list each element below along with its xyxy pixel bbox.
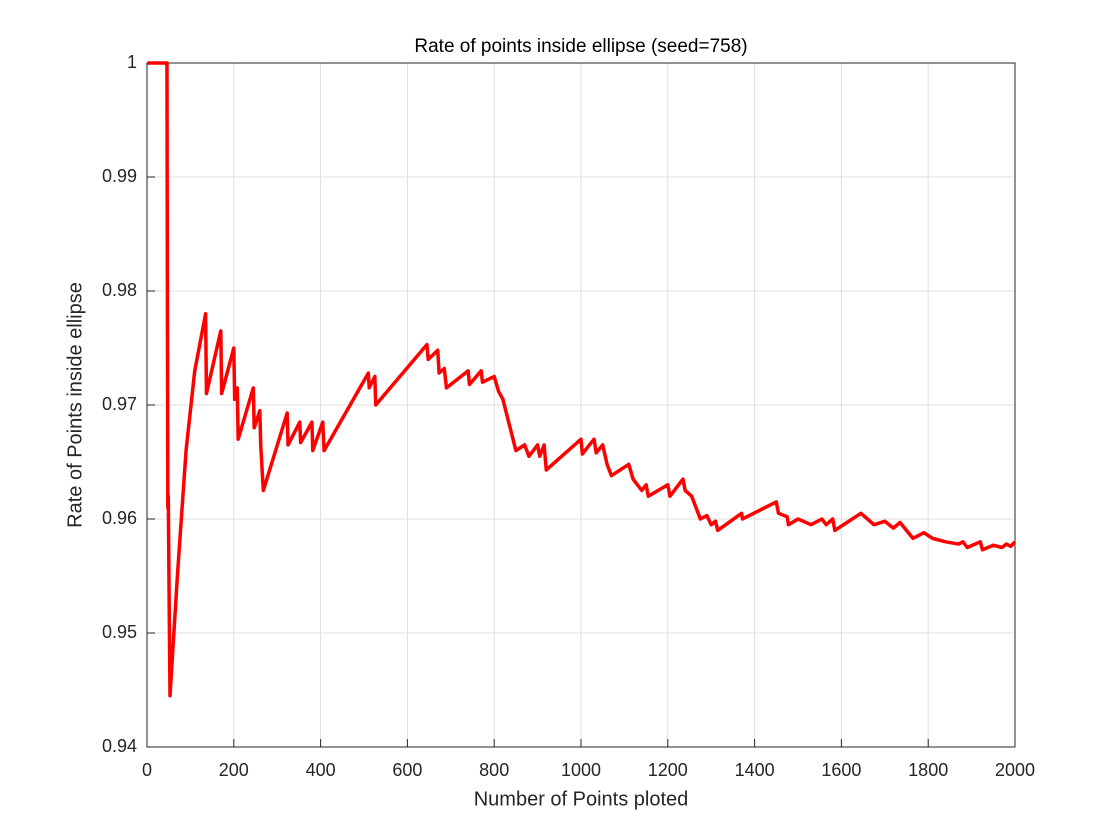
chart-title: Rate of points inside ellipse (seed=758) — [414, 36, 747, 57]
x-tick-label: 1600 — [821, 760, 861, 780]
x-tick-label: 2000 — [995, 760, 1035, 780]
x-tick-label: 0 — [142, 760, 152, 780]
x-tick-label: 1800 — [908, 760, 948, 780]
y-tick-label: 0.98 — [102, 280, 137, 300]
x-tick-label: 600 — [392, 760, 422, 780]
y-axis-label: Rate of Points inside ellipse — [64, 282, 86, 528]
x-tick-label: 1200 — [648, 760, 688, 780]
axes-box — [146, 62, 1016, 748]
x-tick-label: 800 — [479, 760, 509, 780]
y-tick-label: 0.97 — [102, 394, 137, 414]
x-tick-label: 200 — [219, 760, 249, 780]
data-line — [147, 61, 1017, 698]
y-tick-label: 1 — [127, 52, 137, 72]
x-axis-label: Number of Points ploted — [474, 788, 689, 810]
x-tick-label: 1000 — [561, 760, 601, 780]
y-tick-label: 0.99 — [102, 166, 137, 186]
y-tick-label: 0.95 — [102, 622, 137, 642]
x-tick-label: 1400 — [735, 760, 775, 780]
y-tick-label: 0.94 — [102, 736, 137, 756]
y-tick-label: 0.96 — [102, 508, 137, 528]
x-tick-label: 400 — [306, 760, 336, 780]
